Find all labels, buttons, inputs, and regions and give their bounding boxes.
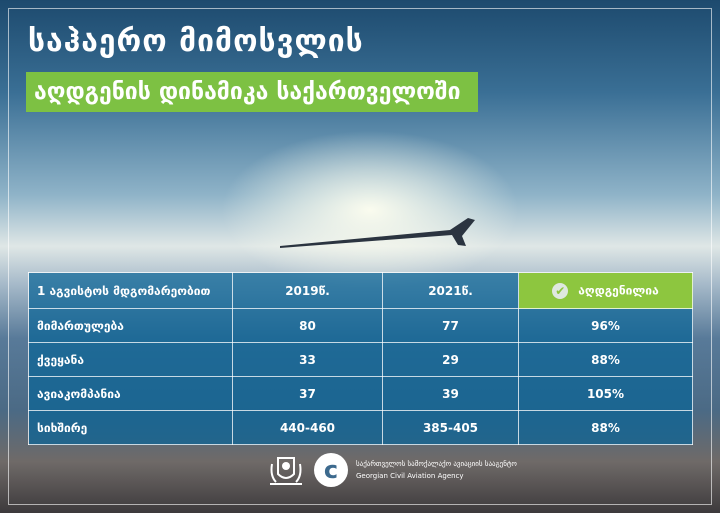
row-label: მიმართულება (28, 308, 233, 343)
table-row: მიმართულება 80 77 96% (28, 308, 693, 343)
recovery-table: 1 აგვისტოს მდგომარეობით 2019წ. 2021წ. ✔ ა… (28, 272, 693, 445)
cell: 37 (232, 376, 383, 411)
header-cell: 1 აგვისტოს მდგომარეობით (28, 272, 233, 309)
cell: 385-405 (382, 410, 519, 445)
header-cell-recovered: ✔ აღდგენილია (518, 272, 693, 309)
cell: 440-460 (232, 410, 383, 445)
table-row: სიხშირე 440-460 385-405 88% (28, 410, 693, 445)
cell: 29 (382, 342, 519, 377)
gcaa-logo: c (314, 453, 348, 487)
cell: 96% (518, 308, 693, 343)
cell: 88% (518, 342, 693, 377)
header-cell: 2021წ. (382, 272, 519, 309)
table-row: ქვეყანა 33 29 88% (28, 342, 693, 377)
cell: 39 (382, 376, 519, 411)
header-cell: 2019წ. (232, 272, 383, 309)
check-circle-icon: ✔ (552, 282, 569, 299)
cell: 33 (232, 342, 383, 377)
airplane-wing (280, 218, 475, 248)
page-title: საჰაერო მიმოსვლის (28, 24, 364, 59)
header-label: აღდგენილია (578, 283, 659, 297)
cell: 80 (232, 308, 383, 343)
frame-border (8, 8, 712, 505)
agency-name-ka: საქართველოს სამოქალაქო ავიაციის სააგენტო (356, 460, 517, 468)
page-subtitle: აღდგენის დინამიკა საქართველოში (26, 72, 478, 112)
cell: 88% (518, 410, 693, 445)
cell: 77 (382, 308, 519, 343)
footer: c საქართველოს სამოქალაქო ავიაციის სააგენ… (266, 450, 517, 490)
row-label: ქვეყანა (28, 342, 233, 377)
row-label: სიხშირე (28, 410, 233, 445)
table-row: ავიაკომპანია 37 39 105% (28, 376, 693, 411)
sun-glow (220, 130, 520, 290)
coat-of-arms-logo (270, 457, 302, 485)
agency-name-en: Georgian Civil Aviation Agency (356, 472, 464, 480)
cell: 105% (518, 376, 693, 411)
row-label: ავიაკომპანია (28, 376, 233, 411)
table-header-row: 1 აგვისტოს მდგომარეობით 2019წ. 2021წ. ✔ ა… (28, 272, 693, 309)
